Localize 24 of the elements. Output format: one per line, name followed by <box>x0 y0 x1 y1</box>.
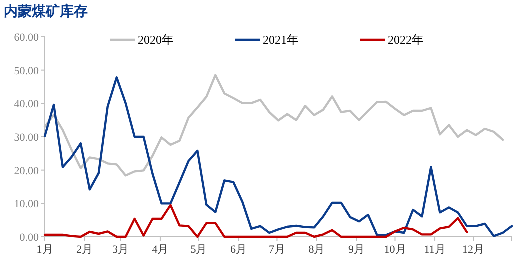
x-tick-label: 4月 <box>152 244 169 256</box>
chart-title: 内蒙煤矿库存 <box>4 3 88 20</box>
x-tick-label: 1月 <box>36 244 54 256</box>
x-tick-label: 12月 <box>462 244 485 256</box>
legend-label: 2020年 <box>138 33 174 47</box>
x-tick-label: 3月 <box>112 244 129 256</box>
y-tick-label: 20.00 <box>14 165 40 178</box>
y-tick-label: 10.00 <box>14 198 40 211</box>
x-tick-label: 11月 <box>424 244 446 256</box>
legend-label: 2022年 <box>388 33 424 47</box>
y-tick-label: 50.00 <box>14 65 40 78</box>
y-tick-label: 60.00 <box>14 32 40 44</box>
x-tick-label: 6月 <box>230 244 247 256</box>
x-tick-label: 9月 <box>348 244 366 256</box>
x-tick-label: 10月 <box>384 244 406 256</box>
y-tick-label: 40.00 <box>14 98 40 111</box>
legend-label: 2021年 <box>263 33 299 47</box>
x-tick-label: 8月 <box>308 244 326 256</box>
x-tick-label: 7月 <box>268 244 286 256</box>
x-tick-label: 2月 <box>76 244 94 256</box>
line-series <box>44 204 468 238</box>
y-tick-label: 30.00 <box>14 132 40 144</box>
y-tick-label: 0.00 <box>20 232 40 244</box>
x-tick-label: 5月 <box>190 244 208 256</box>
